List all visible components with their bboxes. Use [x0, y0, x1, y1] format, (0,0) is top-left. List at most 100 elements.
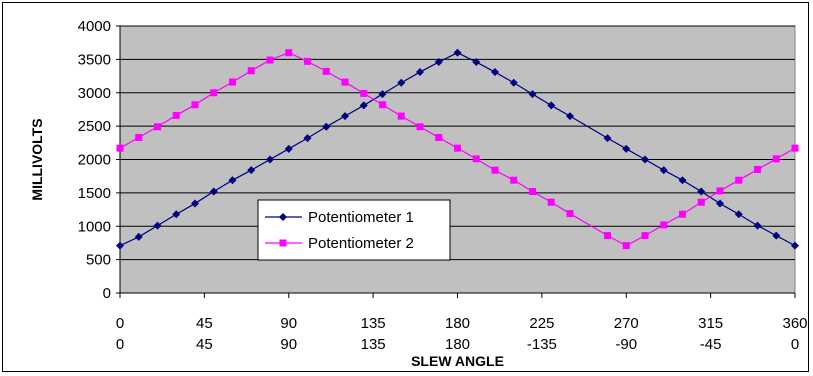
- x-axis-title: SLEW ANGLE: [411, 353, 504, 369]
- data-point: [341, 112, 349, 121]
- data-point: [435, 133, 443, 141]
- data-point: [528, 90, 537, 99]
- x-tick-label-row1: 0: [116, 315, 124, 332]
- series-2: [116, 49, 799, 250]
- series-group: [116, 48, 799, 250]
- y-tick-label: 1500: [78, 185, 111, 202]
- data-point: [697, 187, 706, 196]
- y-tick-label: 1000: [78, 218, 111, 235]
- data-point: [341, 78, 349, 86]
- data-point: [716, 187, 724, 195]
- x-tick-label-row1: 180: [445, 315, 470, 332]
- data-point: [772, 231, 781, 240]
- data-point: [416, 68, 424, 77]
- data-point: [566, 210, 574, 218]
- x-tick-label-row1: 270: [614, 315, 639, 332]
- data-point: [491, 68, 499, 77]
- y-axis-ticks: 0 500 1000 1500 2000 2500 3000 3500 4000: [78, 18, 120, 302]
- data-point: [679, 210, 686, 218]
- x-tick-label-row2: -135: [527, 336, 557, 353]
- data-point: [191, 199, 199, 208]
- x-axis-ticks: 0 0 45 45 90 90 135 135 180 180 225 -135 270 -90 315 -4…: [116, 293, 808, 353]
- x-tick-label-row2: 0: [791, 336, 799, 353]
- data-point: [754, 166, 761, 174]
- data-point: [266, 56, 274, 64]
- legend-entry: Potentiometer 2: [265, 235, 414, 252]
- data-point: [322, 122, 331, 131]
- legend-marker: [279, 239, 287, 247]
- y-tick-label: 2000: [78, 152, 111, 169]
- data-point: [566, 112, 574, 121]
- data-point: [247, 166, 256, 175]
- data-point: [397, 112, 405, 120]
- data-point: [472, 58, 481, 67]
- data-point: [659, 166, 668, 175]
- data-point: [454, 144, 461, 152]
- data-point: [210, 89, 218, 97]
- data-point: [154, 123, 161, 131]
- y-tick-label: 3500: [78, 51, 111, 68]
- x-tick-label-row2: 135: [361, 336, 386, 353]
- data-point: [191, 101, 199, 109]
- legend-entry: Potentiometer 1: [265, 209, 414, 226]
- data-point: [266, 155, 274, 164]
- data-point: [753, 221, 762, 230]
- x-tick-label-row2: 45: [196, 336, 213, 353]
- data-point: [303, 134, 312, 143]
- data-point: [641, 155, 649, 164]
- data-point: [603, 134, 612, 143]
- data-point: [791, 144, 799, 152]
- y-tick-label: 500: [86, 252, 111, 269]
- data-point: [547, 198, 555, 206]
- data-point: [247, 67, 255, 75]
- data-point: [547, 101, 556, 110]
- data-point: [604, 232, 611, 240]
- data-point: [209, 187, 218, 196]
- y-tick-label: 2500: [78, 118, 111, 135]
- data-point: [135, 133, 143, 141]
- y-tick-label: 3000: [78, 85, 111, 102]
- y-tick-label: 0: [103, 285, 111, 302]
- y-axis-title: MILLIVOLTS: [29, 118, 45, 200]
- data-point: [284, 144, 293, 153]
- data-point: [304, 57, 311, 65]
- legend-label: Potentiometer 1: [308, 209, 414, 226]
- x-tick-label-row1: 45: [196, 315, 213, 332]
- data-point: [153, 221, 162, 230]
- x-tick-label-row1: 315: [698, 315, 723, 332]
- x-tick-label-row1: 135: [361, 315, 386, 332]
- legend-marker: [279, 213, 287, 221]
- data-point: [697, 198, 705, 206]
- data-point: [641, 232, 649, 240]
- y-tick-label: 4000: [78, 18, 111, 35]
- data-point: [360, 89, 368, 97]
- data-point: [772, 155, 780, 163]
- data-point: [116, 241, 124, 250]
- data-point: [378, 90, 387, 99]
- data-point: [791, 241, 799, 250]
- data-point: [734, 210, 743, 219]
- data-point: [172, 210, 181, 219]
- data-point: [622, 242, 630, 250]
- data-point: [660, 221, 668, 229]
- x-tick-label-row2: 0: [116, 336, 124, 353]
- data-point: [491, 166, 499, 174]
- x-tick-label-row1: 360: [782, 315, 807, 332]
- x-tick-label-row1: 225: [529, 315, 554, 332]
- x-tick-label-row2: -90: [615, 336, 637, 353]
- data-point: [172, 111, 180, 119]
- series-line: [119, 52, 796, 247]
- data-point: [134, 232, 143, 241]
- data-point: [229, 78, 236, 86]
- data-point: [285, 49, 293, 57]
- data-point: [510, 176, 518, 184]
- data-point: [678, 176, 687, 185]
- data-point: [116, 144, 124, 152]
- data-point: [359, 101, 368, 110]
- data-point: [228, 176, 237, 185]
- x-tick-label-row2: -45: [700, 336, 722, 353]
- data-point: [379, 101, 386, 109]
- x-tick-label-row2: 90: [280, 336, 297, 353]
- legend-box: [257, 199, 451, 261]
